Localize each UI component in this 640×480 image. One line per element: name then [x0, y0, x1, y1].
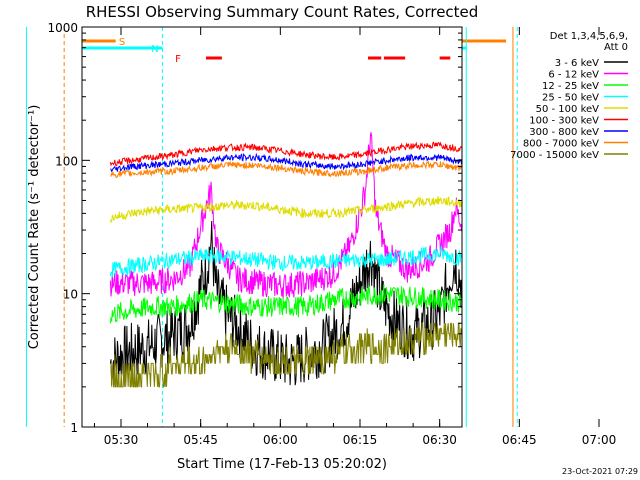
- legend-header-0: Det 1,3,4,5,6,9,: [550, 31, 628, 42]
- series-line-4: [109, 245, 462, 278]
- series-line-5: [109, 196, 462, 224]
- x-tick-label-3: 06:15: [343, 433, 378, 447]
- legend-label-6: 100 - 300 keV: [529, 116, 599, 127]
- observing-flag-bands: S N F: [82, 37, 507, 65]
- legend-label-4: 25 - 50 keV: [542, 93, 599, 104]
- x-tick-label-6: 07:00: [582, 433, 617, 447]
- band-n-label: N: [151, 44, 158, 55]
- band-f-label: F: [175, 54, 181, 65]
- legend-label-1: 3 - 6 keV: [555, 58, 599, 69]
- legend-label-7: 300 - 800 keV: [529, 127, 599, 138]
- plot-frame: [81, 26, 463, 428]
- marker-lines: [25, 27, 518, 427]
- series-line-1: [109, 220, 462, 386]
- series-line-9: [110, 322, 462, 388]
- y-axis-label: Corrected Count Rate (s⁻¹ detector⁻¹): [27, 105, 42, 350]
- x-tick-label-4: 06:30: [422, 433, 457, 447]
- y-tick-label-2: 100: [55, 154, 78, 168]
- y-tick-label-0: 1: [70, 421, 78, 435]
- x-axis-label: Start Time (17-Feb-13 05:20:02): [177, 457, 387, 472]
- x-tick-label-0: 05:30: [104, 433, 139, 447]
- x-tick-label-2: 06:00: [263, 433, 298, 447]
- series-line-3: [109, 284, 462, 324]
- x-tick-label-1: 05:45: [183, 433, 218, 447]
- y-tick-label-3: 1000: [47, 21, 78, 35]
- x-tick-label-5: 06:45: [502, 433, 537, 447]
- series-line-8: [110, 160, 462, 179]
- y-tick-label-1: 10: [63, 288, 78, 302]
- series-line-6: [109, 141, 462, 167]
- legend-header-1: Att 0: [604, 42, 628, 53]
- series-line-2: [109, 132, 462, 299]
- chart-title: RHESSI Observing Summary Count Rates, Co…: [86, 3, 479, 21]
- legend-label-9: 7000 - 15000 keV: [510, 150, 599, 161]
- footer-date: 23-Oct-2021 07:29: [562, 467, 638, 476]
- axes: 05:30 05:45 06:00 06:15 06:30 06:45 07:00 1 10 10…: [47, 21, 616, 447]
- legend-label-5: 50 - 100 keV: [536, 104, 600, 115]
- series-line-7: [110, 152, 462, 173]
- legend-label-3: 12 - 25 keV: [542, 81, 599, 92]
- band-s-label: S: [119, 37, 125, 48]
- legend-label-8: 800 - 7000 keV: [523, 139, 599, 150]
- series-lines: [109, 132, 462, 388]
- legend-label-2: 6 - 12 keV: [548, 70, 599, 81]
